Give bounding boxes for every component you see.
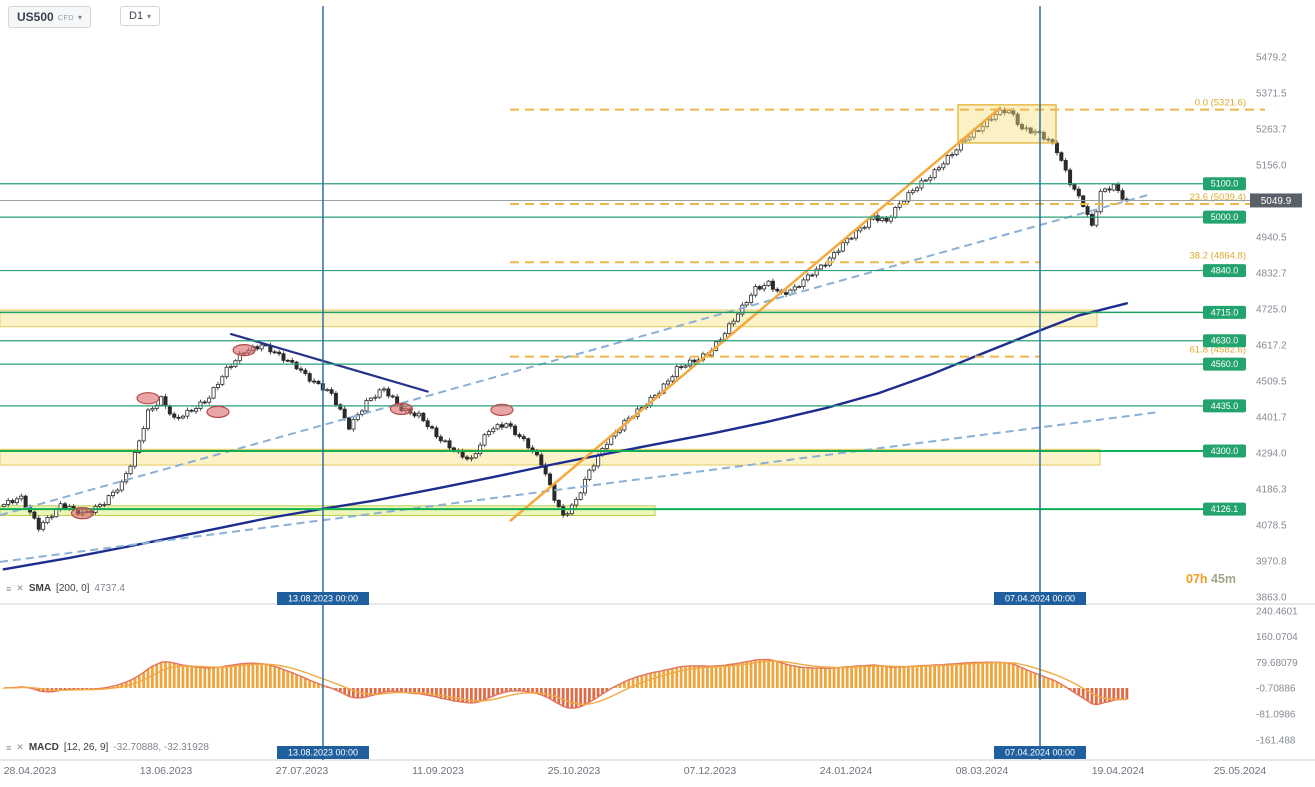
downtrend-jul-sep-2023 [229, 332, 429, 393]
indicator-close-icon[interactable]: ✕ [16, 583, 24, 593]
sma-value: 4737.4 [94, 583, 125, 594]
svg-text:-81.0986: -81.0986 [1256, 710, 1296, 721]
svg-text:27.07.2023: 27.07.2023 [276, 765, 329, 777]
event-date-badge [994, 746, 1086, 759]
svg-text:5000.0: 5000.0 [1211, 212, 1239, 222]
svg-text:4509.5: 4509.5 [1256, 377, 1287, 388]
svg-text:24.01.2024: 24.01.2024 [820, 765, 873, 777]
symbol-selector[interactable]: US500 CFD ▾ [8, 6, 92, 28]
macd-name: MACD [28, 742, 59, 753]
svg-text:-0.70886: -0.70886 [1256, 684, 1296, 695]
price-axis: 5479.2 5371.5 5263.7 5156.0 4940.5 4832.7 4725… [1256, 53, 1298, 747]
timeframe-selector[interactable]: D1 ▾ [120, 6, 161, 26]
indicator-close-icon[interactable]: ✕ [16, 742, 24, 752]
indicator-list-icon[interactable]: ≡ [6, 742, 12, 753]
sma-name: SMA [28, 583, 52, 594]
band-4715 [0, 309, 1098, 328]
svg-text:4401.7: 4401.7 [1256, 413, 1287, 424]
svg-text:08.03.2024: 08.03.2024 [956, 765, 1009, 777]
macd-values: -32.70888, -32.31928 [113, 742, 209, 753]
svg-text:25.10.2023: 25.10.2023 [548, 765, 601, 777]
svg-text:4630.0: 4630.0 [1211, 336, 1239, 346]
svg-text:61.8 (4582.6): 61.8 (4582.6) [1189, 345, 1246, 356]
sma-200-line[interactable] [2, 302, 1129, 571]
current-price-badge-text: 5049.9 [1261, 196, 1292, 207]
svg-text:160.0704: 160.0704 [1256, 632, 1298, 643]
event-date-badge [277, 592, 369, 605]
chevron-down-icon: ▾ [78, 12, 83, 22]
date-axis: 28.04.2023 13.06.2023 27.07.2023 11.09.2023… [4, 765, 1267, 777]
band-4126 [0, 505, 656, 516]
svg-text:0.0 (5321.6): 0.0 (5321.6) [1195, 98, 1246, 109]
macd-params: [12, 26, 9] [63, 742, 109, 753]
svg-text:13.08.2023 00:00: 13.08.2023 00:00 [288, 748, 358, 758]
svg-text:5263.7: 5263.7 [1256, 125, 1287, 136]
support-resistance-lines[interactable] [0, 183, 1246, 511]
event-date-badge [277, 746, 369, 759]
event-vertical-lines[interactable]: 13.08.2023 00:00 13.08.2023 00:00 07.04.20… [277, 6, 1086, 760]
swing-markers[interactable] [70, 344, 514, 520]
svg-text:25.05.2024: 25.05.2024 [1214, 765, 1267, 777]
svg-text:4715.0: 4715.0 [1211, 307, 1239, 317]
svg-text:3863.0: 3863.0 [1256, 593, 1287, 604]
instrument-type-label: CFD [57, 12, 75, 22]
sma-params: [200, 0] [56, 583, 90, 594]
svg-text:5479.2: 5479.2 [1256, 53, 1287, 64]
svg-text:5156.0: 5156.0 [1256, 161, 1287, 172]
svg-text:4294.0: 4294.0 [1256, 449, 1287, 460]
svg-text:38.2 (4864.8): 38.2 (4864.8) [1189, 250, 1246, 261]
countdown-hours: 07h [1186, 572, 1208, 586]
svg-text:4300.0: 4300.0 [1211, 446, 1239, 456]
svg-text:13.08.2023 00:00: 13.08.2023 00:00 [288, 594, 358, 604]
svg-text:07.04.2024 00:00: 07.04.2024 00:00 [1005, 748, 1075, 758]
svg-text:5100.0: 5100.0 [1211, 179, 1239, 189]
candle-close-countdown: 07h 45m [1186, 572, 1236, 586]
timeframe-label: D1 [129, 10, 144, 22]
svg-text:4560.0: 4560.0 [1211, 359, 1239, 369]
macd-histogram [2, 659, 1129, 709]
svg-text:19.04.2024: 19.04.2024 [1092, 765, 1145, 777]
symbol-name: US500 [17, 10, 54, 24]
svg-text:13.06.2023: 13.06.2023 [140, 765, 193, 777]
svg-text:5371.5: 5371.5 [1256, 89, 1287, 100]
svg-text:3970.8: 3970.8 [1256, 556, 1287, 567]
svg-text:4126.1: 4126.1 [1211, 504, 1239, 514]
svg-text:11.09.2023: 11.09.2023 [412, 765, 464, 777]
macd-signal-line [3, 660, 1127, 706]
indicator-list-icon[interactable]: ≡ [6, 583, 12, 594]
long-term-lower [0, 410, 1161, 563]
channel-trendlines[interactable] [0, 193, 1161, 563]
svg-text:4186.3: 4186.3 [1256, 484, 1287, 495]
countdown-minutes: 45m [1211, 572, 1237, 586]
event-date-badge [994, 592, 1086, 605]
fibonacci-retracement[interactable]: 0.0 (5321.6) 23.6 (5039.4) 38.2 (4864.8) 61… [510, 98, 1265, 358]
svg-text:07.04.2024 00:00: 07.04.2024 00:00 [1005, 594, 1075, 604]
svg-text:4725.0: 4725.0 [1256, 305, 1287, 316]
svg-text:4078.5: 4078.5 [1256, 521, 1287, 532]
svg-text:07.12.2023: 07.12.2023 [684, 765, 737, 777]
current-price-badge [1250, 193, 1302, 208]
sma-indicator-legend: ≡ ✕ SMA [200, 0] 4737.4 [6, 583, 125, 594]
svg-text:4435.0: 4435.0 [1211, 401, 1239, 411]
price-level-badges: 5100.0 5000.0 4840.0 4715.0 4630.0 4560.0 4435… [1203, 177, 1246, 516]
chevron-down-icon: ▾ [147, 11, 152, 21]
macd-indicator-legend: ≡ ✕ MACD [12, 26, 9] -32.70888, -32.3192… [6, 742, 209, 753]
svg-text:4840.0: 4840.0 [1211, 266, 1239, 276]
svg-text:-161.488: -161.488 [1256, 735, 1296, 746]
svg-text:4832.7: 4832.7 [1256, 269, 1287, 280]
svg-text:240.4601: 240.4601 [1256, 606, 1298, 617]
long-term-upper [0, 193, 1151, 517]
svg-text:4940.5: 4940.5 [1256, 233, 1287, 244]
svg-text:4617.2: 4617.2 [1256, 341, 1287, 352]
svg-text:79.68079: 79.68079 [1256, 658, 1298, 669]
svg-text:23.6 (5039.4): 23.6 (5039.4) [1189, 192, 1246, 203]
svg-text:28.04.2023: 28.04.2023 [4, 765, 57, 777]
